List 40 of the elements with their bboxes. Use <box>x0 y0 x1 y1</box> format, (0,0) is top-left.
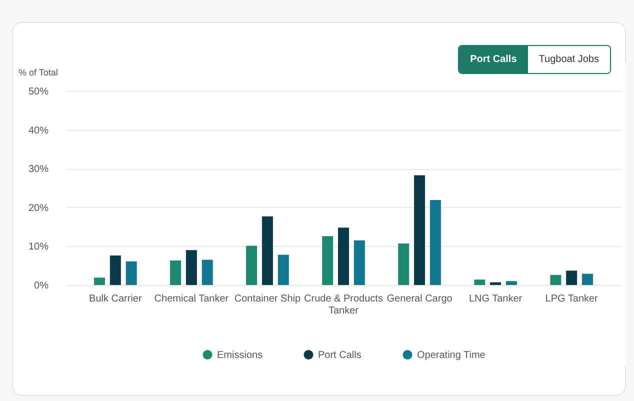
bar <box>338 228 349 285</box>
y-axis-title: % of Total <box>18 68 58 78</box>
bar <box>566 270 578 285</box>
x-tick-label: General Cargo <box>386 294 453 304</box>
bar <box>474 280 486 285</box>
bar <box>278 254 289 285</box>
x-tick-label: Container Ship <box>234 294 301 304</box>
y-tick-label: 30% <box>28 164 49 176</box>
bar <box>550 274 562 285</box>
bar <box>202 260 213 285</box>
x-tick-label: Crude & Products Tanker <box>304 294 383 316</box>
bar <box>430 200 441 285</box>
bar <box>126 261 137 285</box>
x-tick-label: Bulk Carrier <box>89 294 142 304</box>
bar <box>262 216 273 285</box>
bar <box>398 243 410 285</box>
text: Tugboat Jobs <box>528 46 610 73</box>
bar <box>110 256 121 285</box>
legend-label: Operating Time <box>417 350 486 361</box>
bar <box>246 246 258 285</box>
bar <box>322 236 334 285</box>
bar <box>490 282 502 285</box>
y-tick-label: 10% <box>28 242 49 253</box>
x-tick-label: LPG Tanker <box>545 294 599 304</box>
y-tick-label: 40% <box>28 125 49 136</box>
bar <box>506 281 517 285</box>
x-tick-label: LNG Tanker <box>468 294 523 304</box>
bar <box>170 260 182 285</box>
legend-label: Emissions <box>217 350 263 361</box>
bar <box>94 278 106 285</box>
legend-label: Port Calls <box>318 350 362 361</box>
y-tick-label: 50% <box>28 86 49 98</box>
bar <box>354 240 365 285</box>
y-tick-label: 0% <box>34 280 49 292</box>
text: Port Calls <box>459 46 528 73</box>
bar <box>186 250 197 285</box>
bar <box>582 274 593 285</box>
x-tick-label: Chemical Tanker <box>154 294 230 304</box>
y-tick-label: 20% <box>28 202 49 214</box>
bar <box>414 175 426 285</box>
